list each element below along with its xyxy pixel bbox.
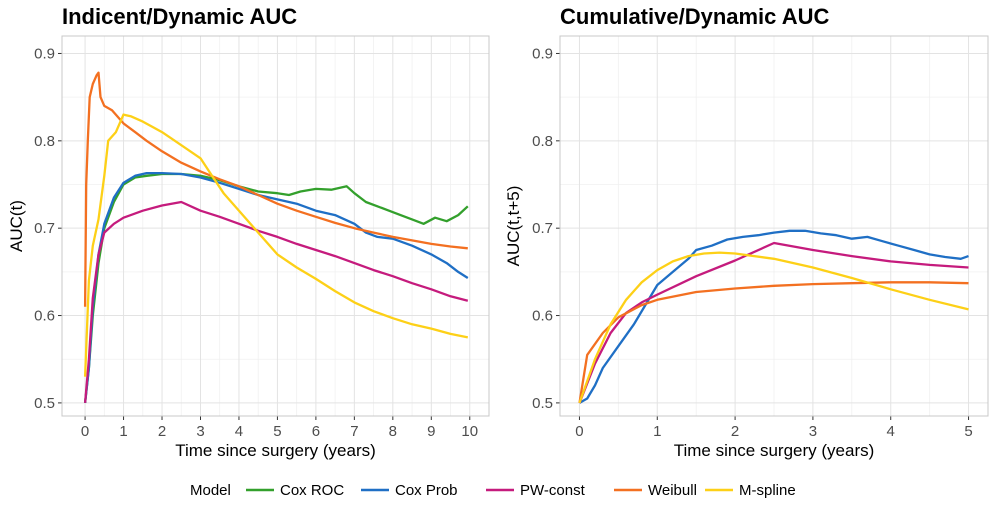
x-tick-label: 3: [196, 423, 204, 440]
x-tick-label: 1: [119, 423, 127, 440]
series-line-cox-prob: [578, 229, 969, 404]
x-tick-label: 5: [273, 423, 281, 440]
x-tick-label: 2: [158, 423, 166, 440]
x-tick-label: 9: [427, 423, 435, 440]
legend-item-cox-prob: Cox Prob: [361, 482, 458, 499]
x-tick-label: 8: [389, 423, 397, 440]
legend-item-m-spline: M-spline: [705, 482, 796, 499]
x-tick-label: 10: [461, 423, 478, 440]
series-line-cox-roc: [83, 172, 469, 404]
x-tick-label: 2: [731, 423, 739, 440]
y-tick-label: 0.6: [34, 308, 55, 325]
panel-border: [559, 35, 989, 417]
y-tick-label: 0.7: [532, 220, 553, 237]
legend-label-cox-prob: Cox Prob: [395, 482, 458, 499]
legend-label-cox-roc: Cox ROC: [280, 482, 344, 499]
y-tick-label: 0.7: [34, 220, 55, 237]
series-line-weibull: [578, 281, 969, 404]
x-tick-label: 4: [235, 423, 243, 440]
series-line-pw-const: [578, 241, 969, 404]
y-axis-label: AUC(t,t+5): [504, 186, 523, 267]
y-tick-label: 0.6: [532, 308, 553, 325]
legend-item-pw-const: PW-const: [486, 482, 586, 499]
chart-panel-1: 0 1 2 3 4 5 6 7 8 9 10 0.5 0.6 0.7 0.8 0.9 Indicent/Dyna…: [7, 4, 490, 460]
y-tick-label: 0.5: [34, 395, 55, 412]
x-tick-label: 0: [575, 423, 583, 440]
legend-title: Model: [190, 482, 231, 499]
series-line-m-spline: [578, 251, 969, 404]
x-tick-label: 1: [653, 423, 661, 440]
legend-label-m-spline: M-spline: [739, 482, 796, 499]
series-line-cox-prob: [83, 171, 469, 404]
series-line-weibull: [83, 71, 468, 307]
x-tick-label: 0: [81, 423, 89, 440]
legend-item-weibull: Weibull: [614, 482, 697, 499]
y-axis-label: AUC(t): [7, 200, 26, 252]
grid: [560, 36, 988, 416]
y-tick-label: 0.5: [532, 395, 553, 412]
legend-label-pw-const: PW-const: [520, 482, 586, 499]
x-axis-label: Time since surgery (years): [175, 441, 376, 460]
series-line-pw-const: [83, 200, 469, 403]
x-tick-label: 7: [350, 423, 358, 440]
x-axis-label: Time since surgery (years): [674, 441, 875, 460]
legend: Model Cox ROC Cox Prob PW-const Weibull M-sp…: [190, 482, 796, 499]
y-tick-label: 0.9: [34, 45, 55, 62]
x-tick-label: 6: [312, 423, 320, 440]
chart-panel-2: 0 1 2 3 4 5 0.5 0.6 0.7 0.8 0.9 Cumulative/Dynamic …: [504, 4, 989, 460]
chart-title: Cumulative/Dynamic AUC: [560, 4, 829, 29]
legend-item-cox-roc: Cox ROC: [246, 482, 344, 499]
grid: [62, 36, 489, 416]
legend-label-weibull: Weibull: [648, 482, 697, 499]
x-tick-label: 3: [809, 423, 817, 440]
y-tick-label: 0.8: [532, 133, 553, 150]
chart-title: Indicent/Dynamic AUC: [62, 4, 297, 29]
y-tick-label: 0.8: [34, 133, 55, 150]
x-tick-label: 4: [887, 423, 895, 440]
x-tick-label: 5: [964, 423, 972, 440]
panel-border: [61, 35, 490, 417]
y-tick-label: 0.9: [532, 45, 553, 62]
series-line-m-spline: [83, 113, 469, 377]
